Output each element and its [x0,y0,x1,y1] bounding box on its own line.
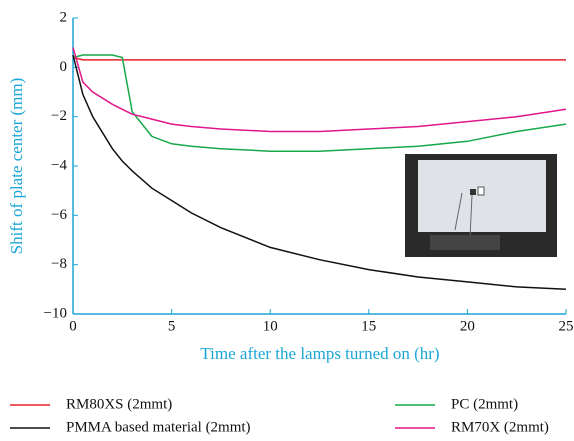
legend-label: PC (2mmt) [451,396,518,412]
y-tick-label: −8 [51,256,67,272]
y-tick-label: 2 [60,9,68,25]
series-line [72,47,567,133]
y-tick-label: −10 [44,305,67,321]
x-tick-label: 15 [361,318,376,334]
series-line [72,54,567,291]
x-tick-label: 5 [168,318,176,334]
x-tick-label: 0 [69,318,77,334]
y-tick-label: −6 [51,207,67,223]
legend-label: PMMA based material (2mmt) [66,419,251,435]
legend-label: RM80XS (2mmt) [66,396,172,412]
legend-label: RM70X (2mmt) [451,419,549,435]
x-axis-label: Time after the lamps turned on (hr) [200,344,439,363]
x-tick-label: 10 [263,318,278,334]
y-axis-label: Shift of plate center (mm) [7,78,26,255]
series-line [72,56,566,61]
photo-inset [405,154,557,257]
y-tick-label: −4 [51,157,67,173]
x-tick-label: 20 [460,318,475,334]
x-tick-label: 25 [559,318,574,334]
series-line [72,54,567,152]
y-tick-label: −2 [51,108,67,124]
y-tick-label: 0 [60,59,68,75]
